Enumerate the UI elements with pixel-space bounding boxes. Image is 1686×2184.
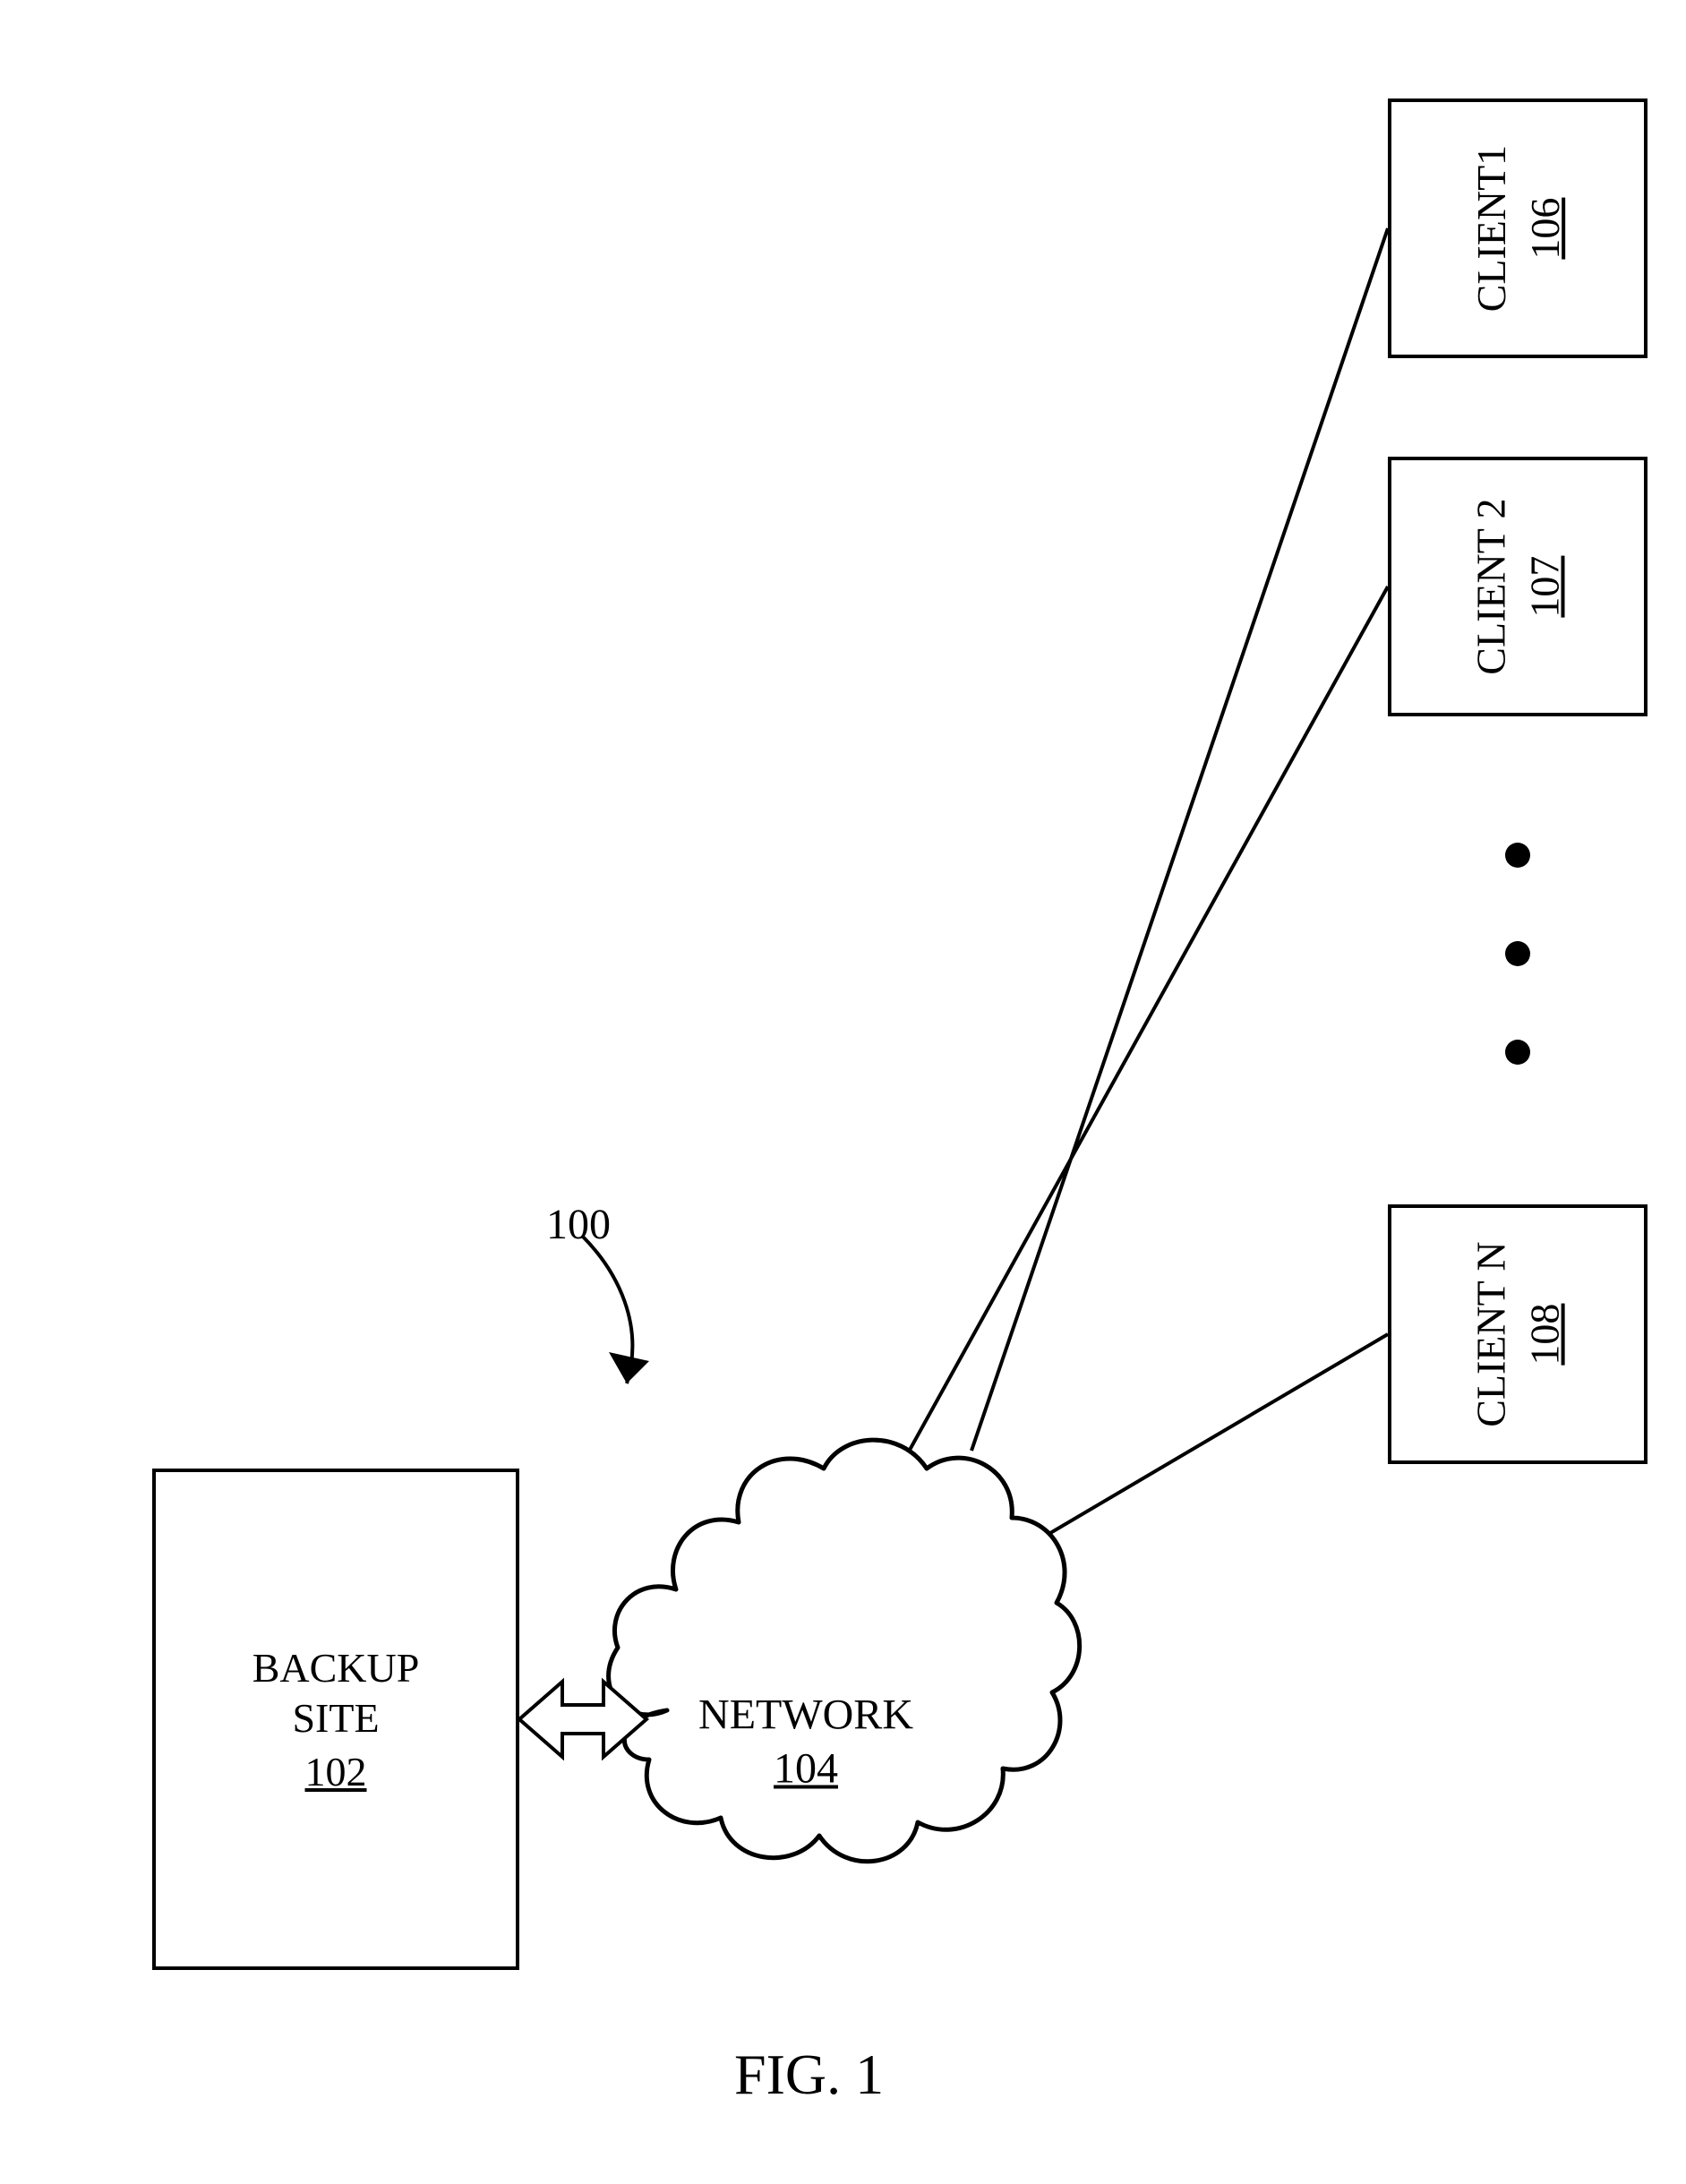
ellipsis-dots xyxy=(1505,843,1530,1065)
client-connectors xyxy=(904,228,1388,1572)
client-ref: 106 xyxy=(1521,198,1569,260)
client-ref: 108 xyxy=(1521,1304,1569,1366)
backup-site-label: BACKUP SITE xyxy=(252,1643,420,1742)
backup-site-ref: 102 xyxy=(305,1748,367,1795)
system-ref-label: 100 xyxy=(546,1200,611,1249)
network-ref: 104 xyxy=(774,1744,838,1794)
network-label: NETWORK xyxy=(698,1691,913,1740)
figure-canvas: BACKUP SITE 102 NETWORK 104 CLIENT1106CL… xyxy=(0,0,1686,2184)
client-label: CLIENT N xyxy=(1467,1241,1516,1426)
client-box-2: CLIENT 2107 xyxy=(1388,457,1647,716)
client-box-1: CLIENT1106 xyxy=(1388,98,1647,358)
client-label: CLIENT 2 xyxy=(1467,498,1516,674)
client-box-3: CLIENT N108 xyxy=(1388,1204,1647,1464)
client-ref: 107 xyxy=(1521,556,1569,618)
network-cloud xyxy=(609,1440,1080,1862)
backup-site-box: BACKUP SITE 102 xyxy=(152,1469,519,1970)
ref-arrow-head xyxy=(609,1352,649,1383)
figure-caption: FIG. 1 xyxy=(734,2042,884,2108)
client-label: CLIENT1 xyxy=(1467,145,1516,313)
